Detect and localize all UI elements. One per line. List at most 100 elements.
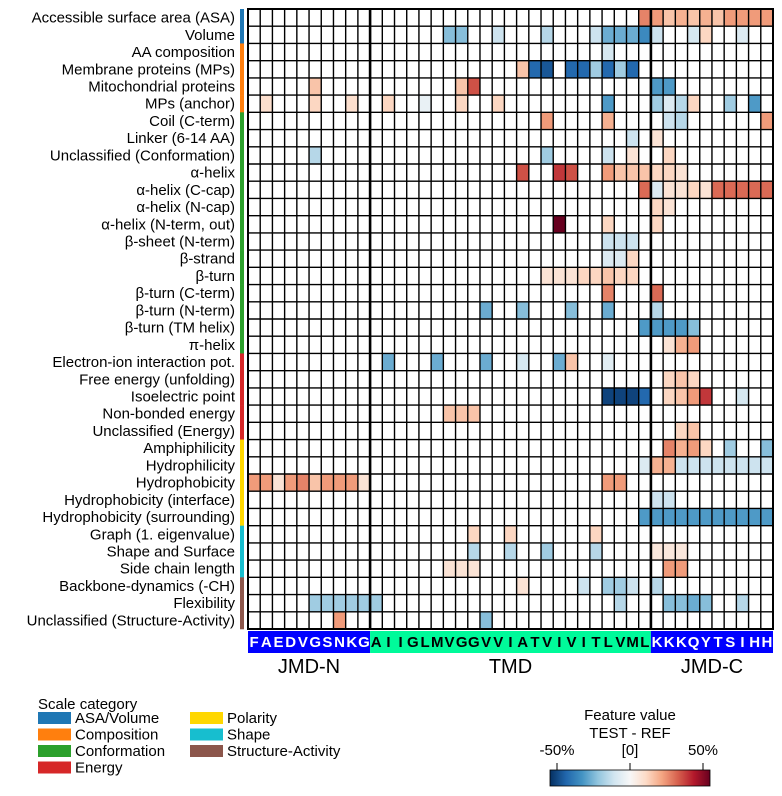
row-label: Mitochondrial proteins (88, 79, 235, 96)
heatmap-cell (516, 577, 529, 595)
heatmap-cell (333, 129, 346, 147)
row-label: β-turn (C-term) (136, 285, 235, 302)
heatmap-cell (382, 439, 395, 457)
heatmap-cell (711, 9, 725, 27)
heatmap-cell (309, 508, 322, 526)
heatmap-cell (272, 508, 285, 526)
heatmap-cell (724, 198, 737, 216)
heatmap-cell (565, 232, 578, 251)
heatmap-cell (614, 405, 627, 423)
heatmap-cell (479, 594, 493, 612)
heatmap-cell (333, 95, 346, 113)
heatmap-cell (382, 232, 395, 251)
heatmap-cell (748, 542, 761, 561)
heatmap-cell (516, 77, 529, 96)
heatmap-cell (248, 43, 261, 61)
heatmap-cell (602, 77, 615, 96)
heatmap-cell (663, 525, 676, 543)
heatmap-cell (284, 387, 297, 406)
heatmap-cell (602, 43, 615, 61)
heatmap-cell (333, 301, 346, 319)
heatmap-cell (650, 129, 664, 147)
heatmap-cell (736, 215, 749, 233)
heatmap-cell (528, 387, 542, 406)
heatmap-cell (699, 611, 712, 629)
heatmap-cell (614, 456, 627, 474)
legend-swatch (38, 728, 71, 741)
heatmap-cell (492, 181, 505, 199)
row-label: Isoelectric point (131, 389, 236, 406)
heatmap-cell (321, 129, 334, 147)
heatmap-cell (760, 9, 773, 27)
heatmap-cell (699, 336, 712, 354)
legend-label: Energy (75, 760, 123, 777)
heatmap-cell (724, 164, 737, 182)
heatmap-cell (638, 250, 651, 268)
heatmap-cell (431, 405, 444, 423)
heatmap-cell (296, 129, 310, 147)
heatmap-cell (589, 353, 603, 371)
heatmap-cell (650, 284, 664, 302)
heatmap-cell (431, 215, 444, 233)
heatmap-cell (260, 43, 273, 61)
heatmap-cell (553, 112, 566, 130)
heatmap-cell (553, 370, 566, 388)
heatmap-cell (431, 232, 444, 251)
heatmap-cell (602, 474, 615, 492)
heatmap-cell (687, 336, 700, 354)
part-label: JMD-N (278, 656, 340, 678)
heatmap-cell (260, 146, 273, 164)
heatmap-cell (431, 181, 444, 199)
heatmap-cell (541, 198, 554, 216)
heatmap-cell (357, 353, 371, 371)
heatmap-cell (455, 129, 468, 147)
heatmap-cell (357, 164, 371, 182)
heatmap-cell (394, 353, 407, 371)
heatmap-cell (248, 319, 261, 337)
heatmap-cell (650, 77, 664, 96)
heatmap-cell (370, 542, 383, 561)
heatmap-cell (272, 95, 285, 113)
heatmap-cell (382, 181, 395, 199)
heatmap-cell (382, 336, 395, 354)
heatmap-cell (431, 336, 444, 354)
heatmap-cell (345, 284, 358, 302)
heatmap-cell (541, 577, 554, 595)
heatmap-cell (504, 267, 517, 285)
heatmap-cell (467, 474, 480, 492)
heatmap-cell (333, 353, 346, 371)
heatmap-cell (724, 181, 737, 199)
heatmap-cell (284, 146, 297, 164)
heatmap-cell (638, 456, 651, 474)
heatmap-cell (638, 577, 651, 595)
heatmap-cell (333, 560, 346, 578)
heatmap-cell (748, 26, 761, 44)
heatmap-cell (553, 422, 566, 440)
sequence-letter: H (761, 634, 772, 651)
heatmap-cell (626, 146, 639, 164)
heatmap-cell (760, 112, 773, 130)
heatmap-cell (431, 9, 444, 27)
colorbar: Feature value TEST - REF -50% [0] 50% (539, 707, 718, 787)
heatmap-cell (321, 508, 334, 526)
heatmap-cell (748, 301, 761, 319)
heatmap-cell (602, 353, 615, 371)
heatmap-cell (443, 164, 456, 182)
heatmap-cell (760, 353, 773, 371)
heatmap-cell (272, 129, 285, 147)
heatmap-cell (687, 611, 700, 629)
heatmap-cell (467, 146, 480, 164)
heatmap-cell (370, 77, 383, 96)
heatmap-cell (479, 439, 493, 457)
heatmap-cell (663, 60, 676, 78)
category-bar-segment (240, 560, 244, 578)
heatmap-cell (492, 9, 505, 27)
heatmap-cell (711, 43, 725, 61)
heatmap-cell (418, 577, 432, 595)
heatmap-cell (760, 456, 773, 474)
heatmap-cell (541, 491, 554, 509)
heatmap-cell (541, 129, 554, 147)
heatmap-cell (748, 405, 761, 423)
heatmap-cell (699, 456, 712, 474)
heatmap-cell (638, 26, 651, 44)
